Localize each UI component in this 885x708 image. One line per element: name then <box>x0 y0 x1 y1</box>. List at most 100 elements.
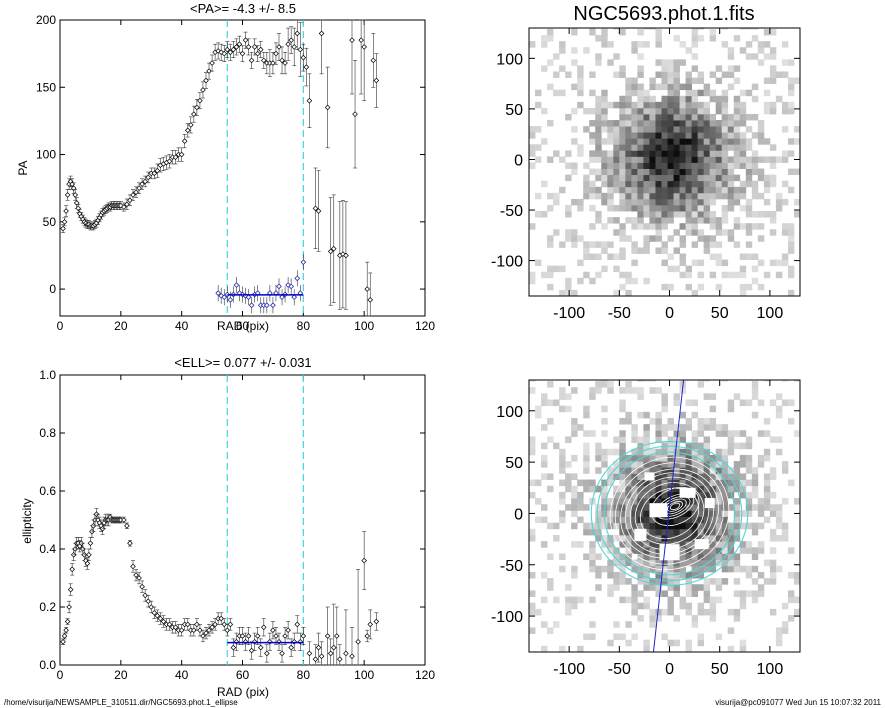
x-tick-label: 0 <box>665 305 674 322</box>
data-point <box>230 41 237 58</box>
ellipse-overlay-x-ticks: -100 -50 0 50 100 <box>553 380 783 678</box>
y-tick-label: 50 <box>505 102 523 119</box>
data-point <box>157 612 164 625</box>
data-point <box>166 618 173 631</box>
major-axis-line <box>652 380 685 652</box>
data-point <box>227 618 234 631</box>
outer-isophote-ellipse <box>590 440 749 587</box>
galaxy-image-title: NGC5693.phot.1.fits <box>573 3 754 25</box>
data-point <box>142 175 148 188</box>
data-point <box>257 41 264 58</box>
pa-y-ticks: 0 50 100 150 200 <box>36 13 425 296</box>
data-point <box>206 62 212 80</box>
data-point <box>349 19 355 95</box>
ellipticity-y-axis-label: ellipticity <box>20 498 34 543</box>
data-point <box>206 624 212 637</box>
masked-region <box>694 539 709 550</box>
pa-folded-points <box>215 254 307 314</box>
data-point <box>136 571 142 585</box>
data-point <box>282 51 288 75</box>
y-tick-label: 0.6 <box>39 484 56 498</box>
y-tick-label: 1.0 <box>39 368 56 382</box>
ellipse-overlay-frame <box>528 379 801 653</box>
data-point <box>318 19 325 75</box>
data-point <box>303 47 310 87</box>
pa-plot-title: <PA>= -4.3 +/- 8.5 <box>190 1 296 16</box>
data-point <box>70 182 77 194</box>
data-point <box>370 33 377 88</box>
data-point <box>285 27 291 61</box>
folded-data-point <box>254 285 261 302</box>
data-point <box>267 632 273 651</box>
footer-user-timestamp: visurija@pc091077 Wed Jun 15 10:07:32 20… <box>715 698 881 707</box>
pa-plot: <PA>= -4.3 +/- 8.5 0 20 40 60 80 100 120 0 50 10… <box>16 1 435 333</box>
data-point <box>257 638 264 657</box>
data-point <box>324 66 331 149</box>
masked-region <box>659 544 680 561</box>
data-point <box>221 618 228 631</box>
data-point <box>361 531 367 590</box>
y-tick-label: -100 <box>491 254 523 271</box>
masked-region <box>704 498 715 509</box>
data-point <box>121 202 127 212</box>
x-tick-label: 50 <box>711 661 729 678</box>
data-point <box>184 123 191 138</box>
data-point <box>69 563 75 576</box>
isophote-ellipse <box>634 482 705 545</box>
data-point <box>279 46 285 75</box>
x-tick-label: -50 <box>608 305 631 322</box>
ellipticity-plot: <ELL>= 0.077 +/- 0.031 0 20 40 60 80 100 120 0… <box>20 355 435 699</box>
pa-x-axis-label: RAD (pix) <box>217 319 269 333</box>
isophote-ellipse <box>639 487 700 540</box>
data-point <box>327 638 334 666</box>
data-point <box>61 217 68 227</box>
data-point <box>67 583 74 596</box>
data-point <box>215 42 221 60</box>
data-point <box>337 644 343 666</box>
data-point <box>166 154 173 169</box>
data-point <box>276 632 282 651</box>
outer-isophote-ellipse <box>603 451 736 576</box>
data-point <box>178 624 185 637</box>
data-point <box>312 167 319 250</box>
data-point <box>352 60 358 169</box>
data-point <box>142 589 148 602</box>
data-point <box>61 632 68 640</box>
y-tick-label: 0 <box>514 506 523 523</box>
x-tick-label: -100 <box>553 661 585 678</box>
folded-data-point <box>291 289 298 306</box>
folded-data-point <box>297 285 304 302</box>
data-point <box>127 539 133 547</box>
y-tick-label: -100 <box>491 609 523 626</box>
data-point <box>172 621 179 634</box>
data-point <box>194 99 200 116</box>
y-tick-label: -50 <box>500 203 523 220</box>
data-point <box>230 638 237 657</box>
masked-region <box>679 487 696 498</box>
galaxy-image-x-ticks: -100 -50 0 50 100 <box>553 28 783 322</box>
folded-data-point <box>285 276 291 294</box>
x-tick-label: 80 <box>297 668 311 682</box>
x-tick-label: -100 <box>553 305 585 322</box>
ellipse-isophote-overlay <box>590 380 749 652</box>
folded-data-point <box>221 289 228 306</box>
y-tick-label: 50 <box>505 455 523 472</box>
data-point <box>178 147 185 162</box>
data-point <box>203 626 209 640</box>
data-point <box>364 629 371 643</box>
folded-data-point <box>276 278 282 295</box>
data-point <box>373 53 380 108</box>
pa-x-ticks: 0 20 40 60 80 100 120 <box>57 20 435 333</box>
data-point <box>297 22 304 77</box>
galaxy-image-panel: NGC5693.phot.1.fits -100 -50 0 50 100 -100 -5… <box>491 3 801 322</box>
data-point <box>361 19 367 102</box>
data-point <box>60 224 66 233</box>
data-point <box>130 189 136 201</box>
data-point <box>312 644 319 666</box>
x-tick-label: 0 <box>665 661 674 678</box>
ellipticity-y-ticks: 0.0 0.2 0.4 0.6 0.8 1.0 <box>39 368 425 672</box>
x-tick-label: -50 <box>608 661 631 678</box>
data-point <box>64 618 71 625</box>
data-point <box>306 641 313 666</box>
ellipticity-x-ticks: 0 20 40 60 80 100 120 <box>57 375 435 682</box>
